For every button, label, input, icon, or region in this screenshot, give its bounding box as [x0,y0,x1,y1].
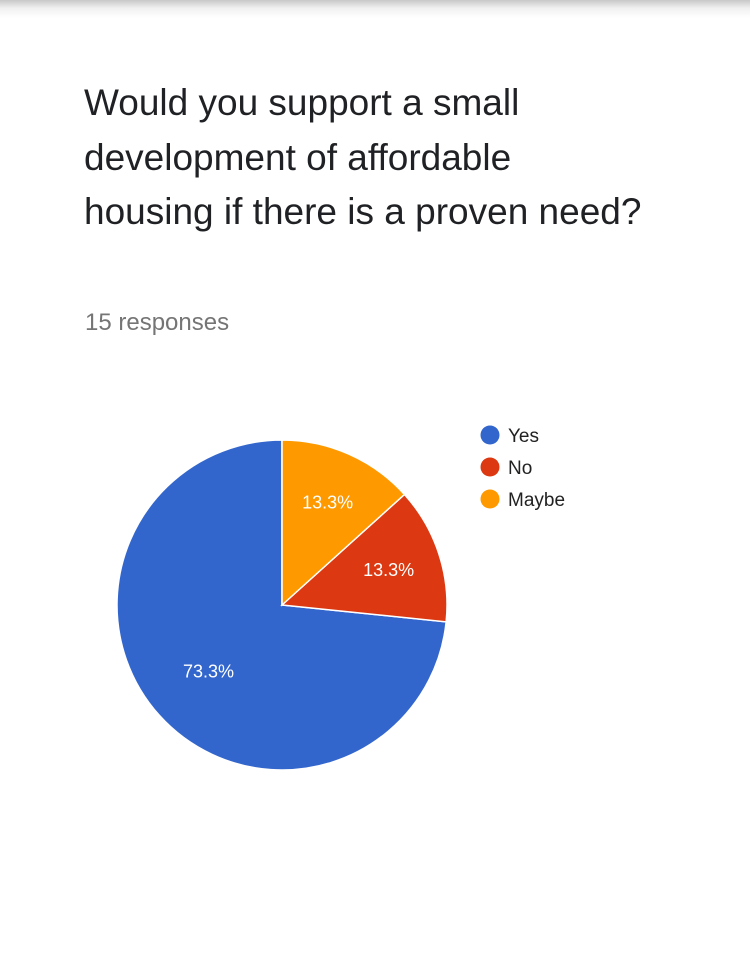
pie-slice-maybe [281,439,406,607]
pie-slice-no [280,493,448,623]
chart-legend: Yes No Maybe [480,425,565,511]
pie-slices [116,439,448,771]
legend-label-maybe: Maybe [508,490,565,511]
question-title: Would you support a small development of… [84,82,642,232]
response-count: 15 responses [85,309,230,336]
slice-label-yes: 73.3% [183,661,234,681]
header-shadow [0,0,750,18]
legend-label-yes: Yes [508,426,539,447]
slice-label-no: 13.3% [363,560,414,580]
legend-swatch-maybe [480,489,500,509]
legend-label-no: No [508,458,532,479]
legend-swatch-no [480,457,500,477]
pie-slice-labels: 73.3% 13.3% 13.3% [183,493,414,682]
slice-label-maybe: 13.3% [302,493,353,513]
legend-swatch-yes [480,425,500,445]
